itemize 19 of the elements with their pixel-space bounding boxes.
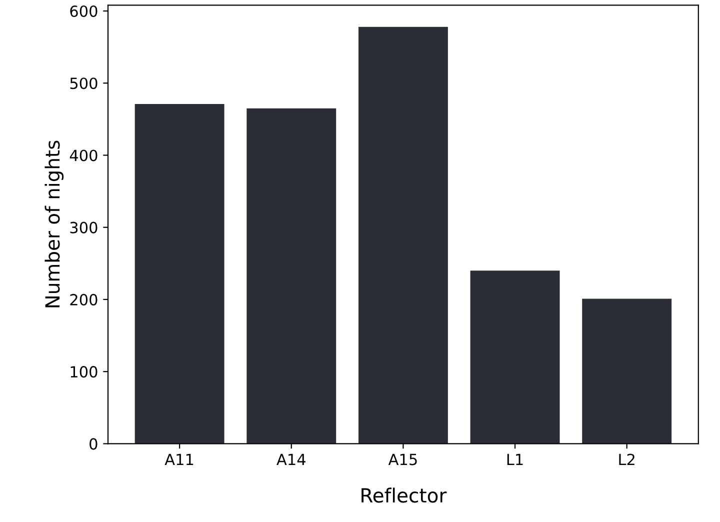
bar xyxy=(358,26,448,444)
bar xyxy=(134,104,224,444)
y-axis-title: Number of nights xyxy=(44,140,64,308)
x-tick-label: A14 xyxy=(276,454,306,466)
bar xyxy=(470,270,560,444)
y-tick-label: 200 xyxy=(70,294,98,306)
x-tick-label: L1 xyxy=(507,454,523,466)
x-tick-label: L2 xyxy=(619,454,634,466)
y-tick-label: 400 xyxy=(70,150,98,162)
x-tick-label: A15 xyxy=(388,454,417,466)
x-axis-title: Reflector xyxy=(362,488,447,503)
y-tick-label: 600 xyxy=(70,5,98,18)
y-tick-label: 300 xyxy=(70,222,98,234)
y-tick-label: 0 xyxy=(90,438,98,450)
bar xyxy=(582,298,672,444)
bar xyxy=(246,108,336,444)
x-tick-label: A11 xyxy=(164,454,194,466)
y-tick-label: 100 xyxy=(70,366,98,378)
y-tick-label: 500 xyxy=(70,78,98,90)
